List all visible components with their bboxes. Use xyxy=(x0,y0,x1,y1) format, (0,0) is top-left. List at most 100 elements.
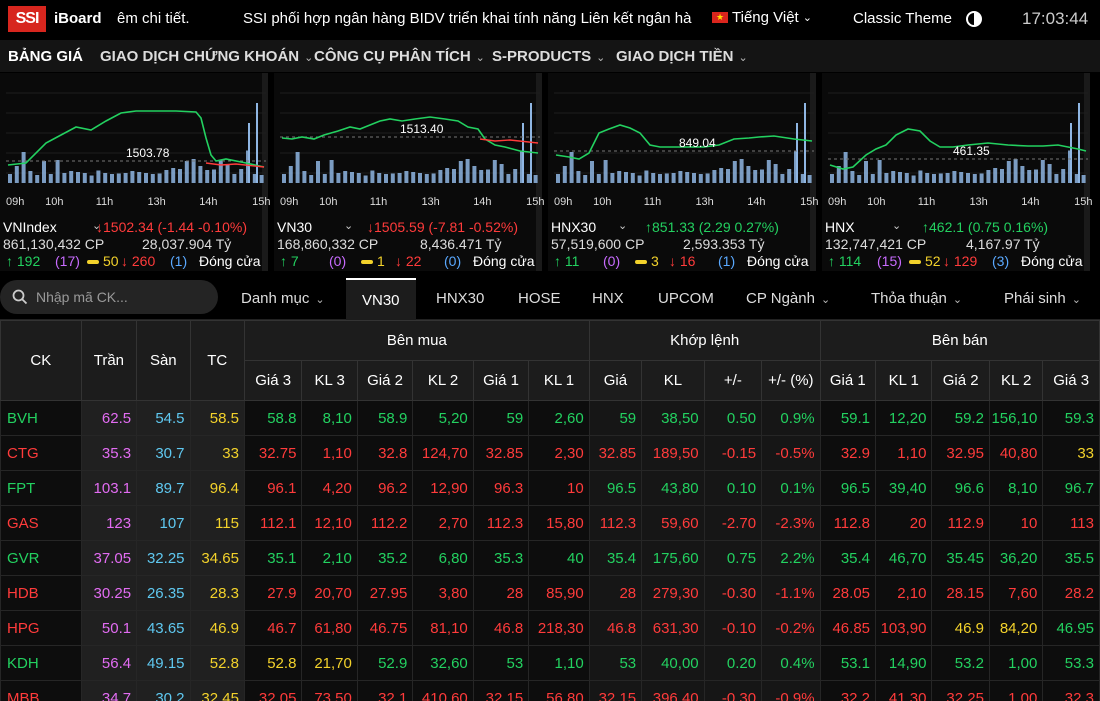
table-row[interactable]: MBB 34.7 30.2 32.45 32.05 73,50 32.1 410,60 32.1… xyxy=(0,680,1100,701)
index-card-hnx30[interactable]: 849.04 09h 10h 11h 13h 14h 15h HNX30 ⌄ ↑851.33 (2… xyxy=(548,73,818,271)
sub-header-cell[interactable]: Giá 2 xyxy=(356,360,414,401)
table-row[interactable]: BVH 62.5 54.5 58.5 58.8 8,10 58.9 5,20 59 2,60 59 3… xyxy=(0,400,1100,436)
tab-phai-sinh[interactable]: Phái sinh ⌄ xyxy=(1004,290,1081,307)
sub-header-cell[interactable]: KL 3 xyxy=(301,360,358,401)
tab-cp-nganh[interactable]: CP Ngành ⌄ xyxy=(746,290,830,307)
sub-header-cell[interactable]: +/- (%) xyxy=(761,360,821,401)
table-row[interactable]: FPT 103.1 89.7 96.4 96.1 4,20 96.2 12,90 96.3 10 9… xyxy=(0,470,1100,506)
header-tc[interactable]: TC xyxy=(189,320,245,401)
tab-thoa-thuan[interactable]: Thỏa thuận ⌄ xyxy=(871,290,962,307)
table-cell: 32,60 xyxy=(412,645,474,681)
nav-bang-gia[interactable]: BẢNG GIÁ xyxy=(0,48,93,65)
stock-symbol[interactable]: CTG xyxy=(0,435,82,471)
table-cell: 35.4 xyxy=(819,540,877,576)
table-row[interactable]: GVR 37.05 32.25 34.65 35.1 2,10 35.2 6,80 35.3 40… xyxy=(0,540,1100,576)
stock-symbol[interactable]: HPG xyxy=(0,610,82,646)
search-box[interactable] xyxy=(0,280,218,314)
index-value: ↓1502.34 (-1.44 -0.10%) xyxy=(96,219,247,235)
index-name[interactable]: VN30 xyxy=(277,219,313,235)
table-cell: 59,60 xyxy=(641,505,705,541)
nav-s-products[interactable]: S-PRODUCTS ⌄ xyxy=(482,48,615,65)
sub-header-cell[interactable]: Giá 1 xyxy=(819,360,877,401)
search-input[interactable] xyxy=(36,289,196,305)
table-cell: 1,00 xyxy=(988,680,1044,701)
index-card-vnindex[interactable]: 1503.78 09h 10h 11h 13h 14h 15h VNIndex ⌄ ↓1502.3… xyxy=(0,73,270,271)
sub-header-cell[interactable]: KL 2 xyxy=(988,360,1044,401)
table-cell: -0.30 xyxy=(703,575,763,611)
table-cell: 50.1 xyxy=(80,610,138,646)
table-cell: 59.2 xyxy=(931,400,990,436)
index-volume: 57,519,600 CP xyxy=(551,236,645,252)
stock-symbol[interactable]: HDB xyxy=(0,575,82,611)
table-row[interactable]: HPG 50.1 43.65 46.9 46.7 61,80 46.75 81,10 46.8 2… xyxy=(0,610,1100,646)
session-status: Đóng cửa xyxy=(747,253,809,269)
index-name[interactable]: VNIndex xyxy=(3,219,57,235)
hour-tick: 13h xyxy=(147,196,166,208)
language-selector[interactable]: ★ Tiếng Việt ⌄ xyxy=(712,9,812,26)
table-cell: 218,30 xyxy=(528,610,590,646)
table-cell: 35.4 xyxy=(588,540,643,576)
chevron-down-icon[interactable]: ⌄ xyxy=(892,220,902,232)
table-row[interactable]: GAS 123 107 115 112.1 12,10 112.2 2,70 112.3 15,8… xyxy=(0,505,1100,541)
sub-header-cell[interactable]: Giá 2 xyxy=(931,360,990,401)
nav-giao-dich-chung-khoan[interactable]: GIAO DỊCH CHỨNG KHOÁN ⌄ xyxy=(90,48,323,65)
search-icon xyxy=(12,289,28,305)
index-card-hnx[interactable]: 461.35 09h 10h 11h 13h 14h 15h HNX ⌄ ↑462.1 (0.75… xyxy=(822,73,1092,271)
sub-header-cell[interactable]: Giá xyxy=(588,360,643,401)
chart-time-axis: 09h 10h 11h 13h 14h 15h xyxy=(6,196,270,210)
tab-hnx[interactable]: HNX xyxy=(592,290,624,307)
theme-selector[interactable]: Classic Theme xyxy=(853,10,952,27)
chevron-down-icon: ⌄ xyxy=(475,52,485,64)
news-ticker[interactable]: SSI phối hợp ngân hàng BIDV triển khai t… xyxy=(243,10,692,27)
unchanged-bar-icon xyxy=(635,260,647,265)
sub-header-cell[interactable]: KL 1 xyxy=(528,360,590,401)
floor-count: (3) xyxy=(992,253,1010,269)
header-ben-ban: Bên bán xyxy=(819,320,1100,361)
table-cell: 40,00 xyxy=(641,645,705,681)
index-card-vn30[interactable]: 1513.40 09h 10h 11h 13h 14h 15h VN30 ⌄ ↓1505.59 (… xyxy=(274,73,544,271)
stock-symbol[interactable]: KDH xyxy=(0,645,82,681)
table-cell: 0.10 xyxy=(703,470,763,506)
sub-header-cell[interactable]: KL xyxy=(641,360,705,401)
chevron-down-icon[interactable]: ⌄ xyxy=(618,220,628,232)
sub-header-cell[interactable]: Giá 3 xyxy=(1042,360,1100,401)
stock-symbol[interactable]: GVR xyxy=(0,540,82,576)
table-row[interactable]: HDB 30.25 26.35 28.3 27.9 20,70 27.95 3,80 28 85,… xyxy=(0,575,1100,611)
ssi-logo[interactable]: SSI xyxy=(8,6,46,32)
table-row[interactable]: KDH 56.4 49.15 52.8 52.8 21,70 52.9 32,60 53 1,10… xyxy=(0,645,1100,681)
header-ck[interactable]: CK xyxy=(0,320,82,401)
sub-header-cell[interactable]: +/- xyxy=(703,360,763,401)
sub-header-cell[interactable]: Giá 1 xyxy=(472,360,530,401)
table-cell: 53 xyxy=(588,645,643,681)
chevron-down-icon: ⌄ xyxy=(738,52,748,64)
stock-symbol[interactable]: MBB xyxy=(0,680,82,701)
sub-header-cell[interactable]: Giá 3 xyxy=(243,360,303,401)
table-cell: 34.7 xyxy=(80,680,138,701)
stock-symbol[interactable]: GAS xyxy=(0,505,82,541)
chevron-down-icon[interactable]: ⌄ xyxy=(92,220,102,232)
app-name[interactable]: iBoard xyxy=(54,10,102,27)
chevron-down-icon: ⌄ xyxy=(820,294,831,306)
tab-danh-muc[interactable]: Danh mục ⌄ xyxy=(241,290,325,307)
table-row[interactable]: CTG 35.3 30.7 33 32.75 1,10 32.8 124,70 32.85 2,3… xyxy=(0,435,1100,471)
sub-header-cell[interactable]: KL 2 xyxy=(412,360,474,401)
sub-header-row: Giá 3 KL 3 Giá 2 KL 2 Giá 1 KL 1 Giá KL +/- +/- (… xyxy=(1,360,1100,401)
nav-label: GIAO DỊCH CHỨNG KHOÁN xyxy=(100,48,300,65)
header-tran[interactable]: Trần xyxy=(80,320,138,401)
news-ticker-fragment[interactable]: êm chi tiết. xyxy=(117,10,190,27)
tab-vn30[interactable]: VN30 xyxy=(346,278,416,320)
hour-tick: 13h xyxy=(421,196,440,208)
tab-upcom[interactable]: UPCOM xyxy=(658,290,714,307)
index-name[interactable]: HNX xyxy=(825,219,855,235)
nav-cong-cu-phan-tich[interactable]: CÔNG CỤ PHÂN TÍCH ⌄ xyxy=(304,48,495,65)
stock-symbol[interactable]: FPT xyxy=(0,470,82,506)
tab-hose[interactable]: HOSE xyxy=(518,290,561,307)
stock-symbol[interactable]: BVH xyxy=(0,400,82,436)
chevron-down-icon[interactable]: ⌄ xyxy=(344,220,354,232)
theme-toggle-icon[interactable] xyxy=(966,11,982,27)
tab-hnx30[interactable]: HNX30 xyxy=(436,290,484,307)
index-name[interactable]: HNX30 xyxy=(551,219,597,235)
sub-header-cell[interactable]: KL 1 xyxy=(875,360,933,401)
header-san[interactable]: Sàn xyxy=(136,320,191,401)
nav-giao-dich-tien[interactable]: GIAO DỊCH TIỀN ⌄ xyxy=(606,48,758,65)
